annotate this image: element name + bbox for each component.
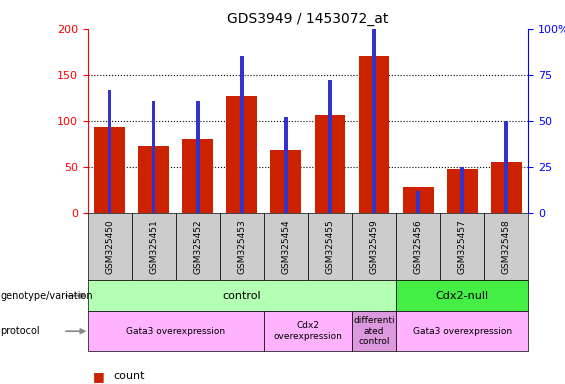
Bar [403, 187, 433, 213]
Text: GSM325451: GSM325451 [149, 219, 158, 274]
Text: GSM325457: GSM325457 [458, 219, 467, 274]
Bar [491, 162, 521, 213]
Bar [328, 80, 332, 213]
Bar [372, 29, 376, 213]
Bar [447, 169, 477, 213]
Text: GSM325458: GSM325458 [502, 219, 511, 274]
Text: GSM325452: GSM325452 [193, 219, 202, 274]
Bar [315, 114, 345, 213]
Bar [284, 117, 288, 213]
Text: GSM325450: GSM325450 [105, 219, 114, 274]
Text: differenti
ated
control: differenti ated control [353, 316, 395, 346]
Text: control: control [223, 291, 261, 301]
Bar [352, 213, 396, 280]
Text: Cdx2-null: Cdx2-null [436, 291, 489, 301]
Bar [88, 213, 132, 280]
Text: Gata3 overexpression: Gata3 overexpression [126, 327, 225, 336]
Bar [227, 96, 257, 213]
Bar [88, 280, 396, 311]
Text: genotype/variation: genotype/variation [1, 291, 93, 301]
Text: Gata3 overexpression: Gata3 overexpression [412, 327, 512, 336]
Text: ■: ■ [93, 370, 105, 383]
Bar [138, 146, 169, 213]
Bar [176, 213, 220, 280]
Bar [396, 213, 440, 280]
Bar [416, 191, 420, 213]
Bar [94, 127, 125, 213]
Bar [240, 56, 244, 213]
Bar [484, 213, 528, 280]
Text: Cdx2
overexpression: Cdx2 overexpression [273, 321, 342, 341]
Title: GDS3949 / 1453072_at: GDS3949 / 1453072_at [227, 12, 389, 26]
Bar [132, 213, 176, 280]
Bar [264, 311, 352, 351]
Bar [196, 101, 199, 213]
Bar [182, 139, 213, 213]
Text: protocol: protocol [1, 326, 40, 336]
Bar [440, 213, 484, 280]
Bar [505, 121, 508, 213]
Bar [88, 311, 264, 351]
Bar [396, 280, 528, 311]
Text: GSM325454: GSM325454 [281, 219, 290, 274]
Text: GSM325455: GSM325455 [325, 219, 334, 274]
Bar [108, 89, 111, 213]
Text: count: count [113, 371, 145, 381]
Bar [359, 56, 389, 213]
Bar [152, 101, 155, 213]
Bar [352, 311, 396, 351]
Bar [264, 213, 308, 280]
Bar [271, 149, 301, 213]
Bar [396, 311, 528, 351]
Text: GSM325453: GSM325453 [237, 219, 246, 274]
Text: GSM325459: GSM325459 [370, 219, 379, 274]
Bar [460, 167, 464, 213]
Text: GSM325456: GSM325456 [414, 219, 423, 274]
Bar [308, 213, 352, 280]
Bar [220, 213, 264, 280]
